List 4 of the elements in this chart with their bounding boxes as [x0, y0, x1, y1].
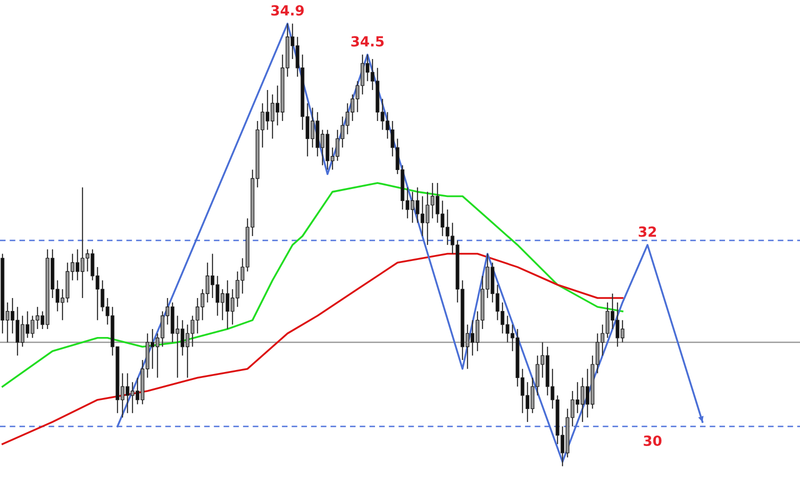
annotation: 30	[644, 435, 662, 446]
annotation: 32	[638, 226, 656, 237]
annotation: 34.9	[271, 5, 304, 16]
annotation: 34.5	[351, 36, 384, 47]
